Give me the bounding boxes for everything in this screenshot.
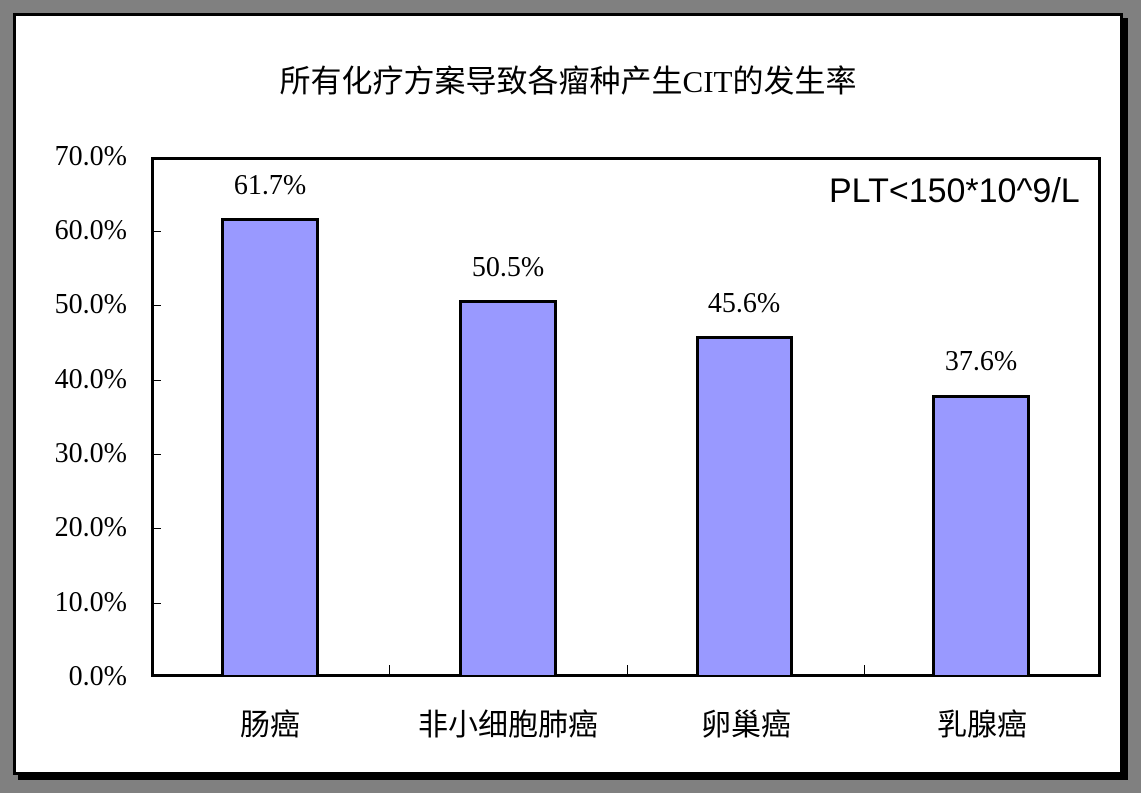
y-tick-label: 70.0% <box>54 141 127 172</box>
bar-ovarian <box>696 336 793 675</box>
y-tick-label: 50.0% <box>54 289 127 320</box>
y-tick <box>151 454 161 455</box>
y-tick <box>151 603 161 604</box>
y-tick-label: 20.0% <box>54 512 127 543</box>
y-tick-label: 10.0% <box>54 587 127 618</box>
x-tick <box>389 665 390 675</box>
plt-threshold-annotation: PLT<150*10^9/L <box>829 172 1080 210</box>
x-category-label: 肠癌 <box>240 709 300 742</box>
bar-breast <box>932 395 1030 675</box>
bar-nsclc <box>459 300 557 675</box>
x-tick <box>864 665 865 675</box>
bar-value-label: 37.6% <box>944 346 1018 377</box>
bar-value-label: 45.6% <box>707 288 781 319</box>
y-tick <box>151 380 161 381</box>
x-category-label: 乳腺癌 <box>937 709 1027 742</box>
y-tick <box>151 305 161 306</box>
chart-title: 所有化疗方案导致各瘤种产生CIT的发生率 <box>279 64 857 99</box>
y-tick-label: 30.0% <box>54 438 127 469</box>
y-tick-label: 60.0% <box>54 215 127 246</box>
x-category-label: 非小细胞肺癌 <box>418 709 598 742</box>
bar-value-label: 50.5% <box>471 252 545 283</box>
bar-value-label: 61.7% <box>233 170 307 201</box>
y-tick-label: 0.0% <box>68 661 127 692</box>
y-tick-label: 40.0% <box>54 364 127 395</box>
x-tick <box>627 665 628 675</box>
y-tick <box>151 231 161 232</box>
x-category-label: 卵巢癌 <box>701 709 791 742</box>
y-tick <box>151 528 161 529</box>
bar-colorectal <box>221 218 319 675</box>
plot-area <box>151 157 1101 677</box>
